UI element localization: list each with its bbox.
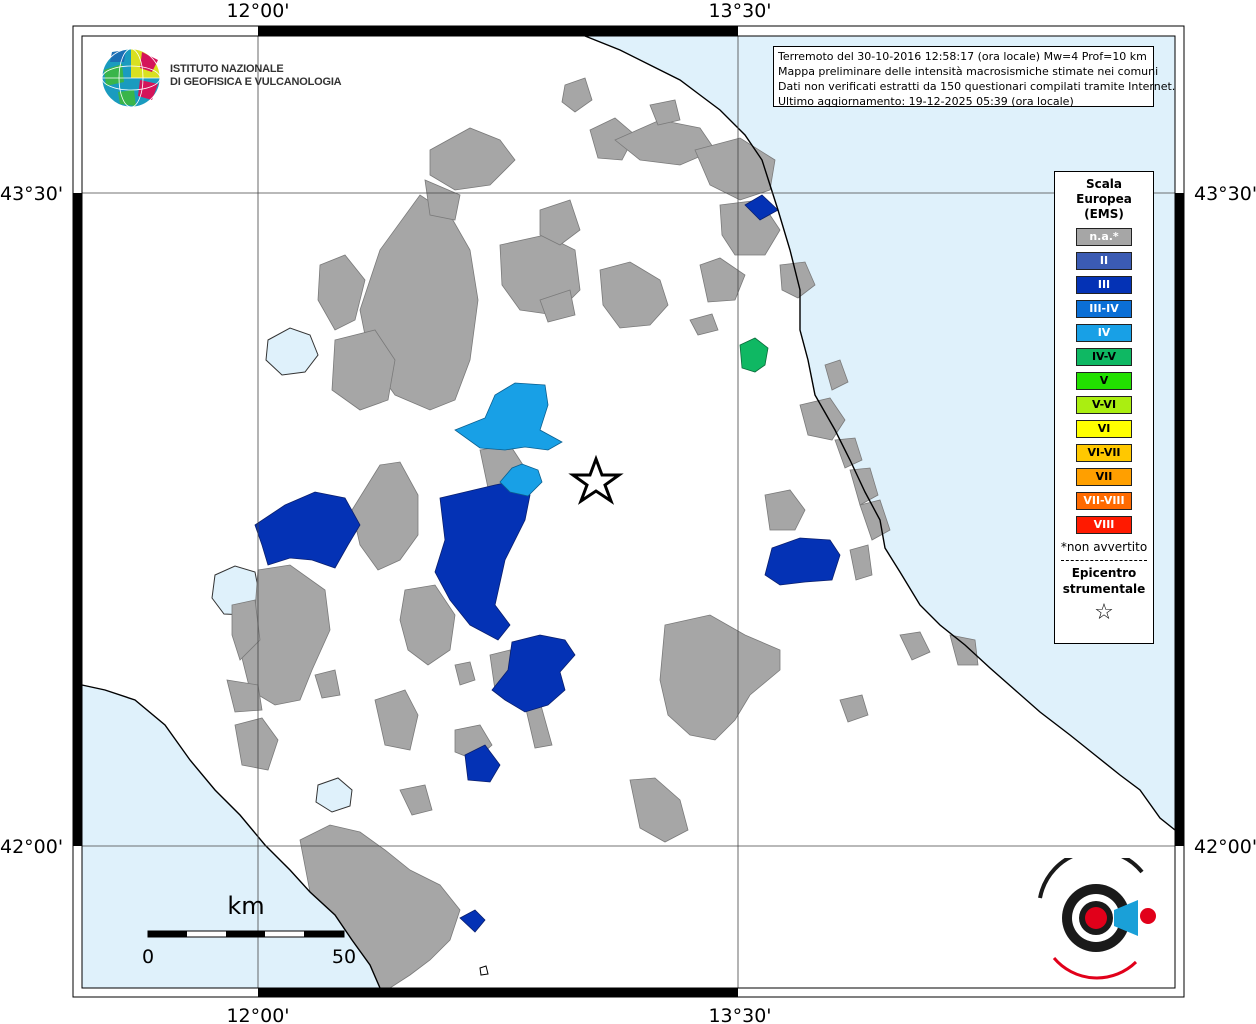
legend-title-line-3: (EMS) <box>1084 207 1124 221</box>
legend-item: II <box>1076 252 1132 270</box>
legend-item: VII <box>1076 468 1132 486</box>
event-info-line-3: Dati non verificati estratti da 150 ques… <box>778 80 1176 93</box>
ingv-logo-text: ISTITUTO NAZIONALE DI GEOFISICA E VULCAN… <box>170 63 342 89</box>
legend-epicenter-line-2: strumentale <box>1062 582 1146 596</box>
tyrrhenian-sea <box>82 685 380 988</box>
island <box>479 965 489 976</box>
haisentito-logo-icon <box>1038 858 1156 980</box>
legend-item: n.a.* <box>1076 228 1132 246</box>
legend-title-line-2: Europea <box>1076 192 1132 206</box>
legend-title-line-1: Scala <box>1085 177 1123 191</box>
event-info-line-4: Ultimo aggiornamento: 19-12-2025 05:39 (… <box>778 95 1074 108</box>
legend-item: VI <box>1076 420 1132 438</box>
legend-item: III <box>1076 276 1132 294</box>
legend-item: III-IV <box>1076 300 1132 318</box>
scale-bar: km 0 50 <box>142 892 356 968</box>
legend-item: VII-VIII <box>1076 492 1132 510</box>
tick-bottom-12: 12°00' <box>226 1005 289 1024</box>
legend-star-icon: ☆ <box>1094 600 1114 625</box>
legend-item: V-VI <box>1076 396 1132 414</box>
map-frame <box>72 25 1185 998</box>
legend-item: VI-VII <box>1076 444 1132 462</box>
municipalities-not-felt <box>226 77 979 989</box>
municipality-intensity-iv-v <box>739 337 769 373</box>
ingv-globe-icon <box>101 48 161 108</box>
tick-left-42: 42°00' <box>0 836 63 858</box>
scale-min: 0 <box>142 946 154 968</box>
tyrrhenian-coastline <box>81 684 381 989</box>
legend-epicenter-line-1: Epicentro <box>1071 566 1137 580</box>
scale-unit: km <box>227 892 264 920</box>
municipalities-intensity-iii <box>254 194 841 933</box>
legend-items: n.a.* II III III-IV IV IV-V V V-VI VI VI-VII VII VI… <box>1055 228 1153 534</box>
legend-item: V <box>1076 372 1132 390</box>
tick-bottom-1330: 13°30' <box>708 1005 771 1024</box>
graticule <box>82 36 1175 988</box>
tick-right-4330: 43°30' <box>1194 183 1256 205</box>
legend-title: Scala Europea (EMS) <box>1055 177 1153 222</box>
epicenter-star <box>568 454 624 505</box>
legend-item: IV-V <box>1076 348 1132 366</box>
event-info-line-1: Terremoto del 30-10-2016 12:58:17 (ora l… <box>778 50 1147 63</box>
scale-max: 50 <box>332 946 356 968</box>
legend-epicenter-label: Epicentro strumentale <box>1055 565 1153 597</box>
lake-trasimeno <box>265 327 319 376</box>
municipalities-intensity-iv <box>454 382 563 497</box>
ingv-logo-line-2: DI GEOFISICA E VULCANOLOGIA <box>170 76 342 88</box>
tick-top-12: 12°00' <box>226 0 289 22</box>
adriatic-coastline <box>584 35 1176 831</box>
lake-bracciano <box>315 777 353 813</box>
legend-divider <box>1061 560 1147 561</box>
event-info-box: Terremoto del 30-10-2016 12:58:17 (ora l… <box>773 46 1176 108</box>
event-info-line-2: Mappa preliminare delle intensità macros… <box>778 65 1159 78</box>
legend-item: IV <box>1076 324 1132 342</box>
legend-item: VIII <box>1076 516 1132 534</box>
legend-note: *non avvertito <box>1060 540 1148 554</box>
ems-legend: Scala Europea (EMS) n.a.* II III III-IV IV IV… <box>1054 171 1154 644</box>
tick-left-4330: 43°30' <box>0 183 63 205</box>
tick-right-42: 42°00' <box>1194 836 1256 858</box>
adriatic-sea <box>585 36 1175 830</box>
ingv-logo-line-1: ISTITUTO NAZIONALE <box>170 63 284 75</box>
tick-top-1330: 13°30' <box>708 0 771 22</box>
